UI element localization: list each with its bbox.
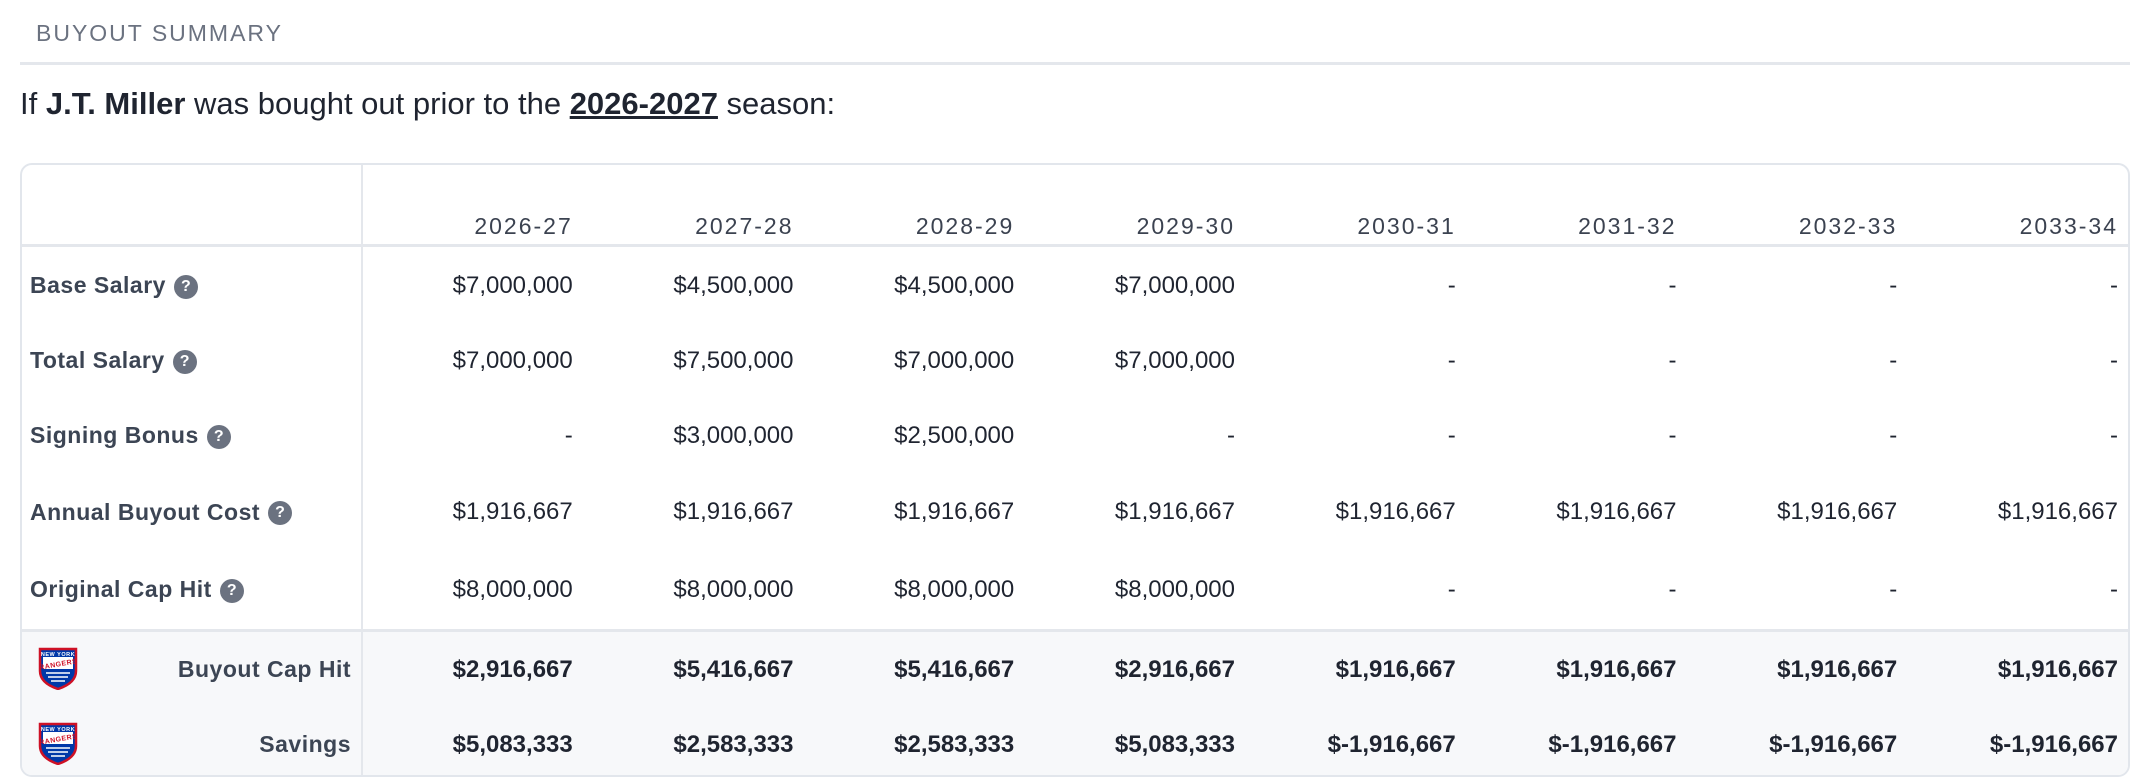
row-label: NEW YORK RANGERS Buyout Cap Hit	[22, 629, 363, 707]
table-cell: $8,000,000	[894, 575, 1015, 603]
section-title: BUYOUT SUMMARY	[36, 20, 283, 46]
table-row: Signing Bonus? - $3,000,000 $2,500,000 -…	[22, 397, 2128, 474]
table-cell: $4,500,000	[673, 271, 794, 299]
player-name: J.T. Miller	[45, 86, 186, 121]
row-label: Total Salary?	[22, 324, 363, 397]
buyout-table-card: 2026-27 2027-28 2028-29 2029-30 2030-31 …	[20, 163, 2130, 777]
table-cell: $7,000,000	[1114, 346, 1235, 374]
table-cell: $1,916,667	[1777, 498, 1898, 525]
table-cell: $1,916,667	[452, 498, 573, 525]
table-cell: $-1,916,667	[1686, 707, 1908, 775]
table-header-row: 2026-27 2027-28 2028-29 2029-30 2030-31 …	[22, 165, 2128, 247]
table-cell: $1,916,667	[1997, 498, 2118, 525]
table-cell: -	[1889, 346, 1898, 374]
table-cell: $-1,916,667	[1465, 707, 1687, 775]
help-icon[interactable]: ?	[173, 274, 198, 299]
table-cell: $3,000,000	[673, 421, 794, 449]
table-cell: -	[1447, 346, 1456, 374]
header-corner	[22, 165, 363, 247]
table-cell: $7,000,000	[894, 346, 1015, 374]
table-cell: -	[1227, 421, 1235, 449]
table-cell: $1,916,667	[1335, 498, 1456, 525]
table-cell: -	[1668, 421, 1677, 449]
table-cell: $8,000,000	[673, 575, 794, 603]
table-cell: $1,916,667	[1907, 629, 2128, 707]
table-cell: -	[2110, 421, 2118, 449]
section-header: BUYOUT SUMMARY	[20, 0, 2130, 65]
year-header: 2027-28	[582, 165, 804, 247]
summary-row-savings: NEW YORK RANGERS Savings $5,083,333 $2,5…	[22, 707, 2128, 775]
svg-text:NEW YORK: NEW YORK	[41, 652, 75, 658]
table-cell: $7,000,000	[452, 271, 573, 299]
table-cell: $-1,916,667	[1907, 707, 2128, 775]
table-cell: -	[1889, 421, 1898, 449]
year-header: 2033-34	[1907, 165, 2128, 247]
table-cell: $5,083,333	[362, 707, 583, 775]
table-cell: -	[2110, 575, 2118, 603]
year-header: 2029-30	[1024, 165, 1245, 247]
table-cell: $-1,916,667	[1245, 707, 1466, 775]
table-cell: -	[1889, 271, 1898, 299]
table-cell: $1,916,667	[673, 498, 794, 525]
row-label: Signing Bonus?	[22, 397, 363, 474]
table-cell: $1,916,667	[1465, 629, 1687, 707]
team-logo: NEW YORK RANGERS	[38, 647, 78, 690]
buyout-table: 2026-27 2027-28 2028-29 2029-30 2030-31 …	[22, 165, 2128, 775]
table-cell: -	[1447, 575, 1456, 603]
row-label: Annual Buyout Cost?	[22, 474, 363, 550]
row-label: Base Salary?	[22, 245, 363, 324]
table-cell: $4,500,000	[894, 271, 1015, 299]
table-cell: $2,583,333	[582, 707, 804, 775]
table-cell: $1,916,667	[1245, 629, 1466, 707]
table-cell: $7,500,000	[673, 346, 794, 374]
table-cell: $1,916,667	[1556, 498, 1677, 525]
row-label: Original Cap Hit?	[22, 550, 363, 631]
year-header: 2030-31	[1245, 165, 1466, 247]
table-cell: -	[2110, 346, 2118, 374]
table-row: Annual Buyout Cost? $1,916,667 $1,916,66…	[22, 474, 2128, 550]
table-cell: -	[1447, 271, 1456, 299]
row-label: NEW YORK RANGERS Savings	[22, 707, 363, 775]
table-cell: $5,416,667	[582, 629, 804, 707]
table-cell: $5,083,333	[1024, 707, 1245, 775]
year-header: 2032-33	[1686, 165, 1908, 247]
help-icon[interactable]: ?	[206, 424, 231, 449]
year-header: 2026-27	[362, 165, 583, 247]
table-cell: $2,500,000	[894, 421, 1015, 449]
table-cell: -	[1447, 421, 1456, 449]
year-header: 2031-32	[1465, 165, 1687, 247]
table-row: Base Salary? $7,000,000 $4,500,000 $4,50…	[22, 245, 2128, 324]
table-cell: $7,000,000	[1114, 271, 1235, 299]
svg-text:NEW YORK: NEW YORK	[41, 727, 75, 733]
table-cell: $8,000,000	[452, 575, 573, 603]
buyout-intro-sentence: If J.T. Miller was bought out prior to t…	[20, 86, 836, 121]
help-icon[interactable]: ?	[219, 578, 244, 603]
table-row: Total Salary? $7,000,000 $7,500,000 $7,0…	[22, 324, 2128, 397]
table-cell: -	[1668, 575, 1677, 603]
table-cell: $2,916,667	[362, 629, 583, 707]
table-cell: $2,916,667	[1024, 629, 1245, 707]
table-cell: $2,583,333	[803, 707, 1025, 775]
table-cell: $8,000,000	[1114, 575, 1235, 603]
table-cell: $1,916,667	[1114, 498, 1235, 525]
help-icon[interactable]: ?	[172, 349, 197, 374]
table-cell: $7,000,000	[452, 346, 573, 374]
season-link[interactable]: 2026-2027	[569, 86, 718, 121]
table-cell: -	[1668, 346, 1677, 374]
table-cell: $1,916,667	[894, 498, 1015, 525]
table-cell: -	[564, 421, 573, 449]
table-cell: $5,416,667	[803, 629, 1025, 707]
table-cell: $1,916,667	[1686, 629, 1908, 707]
table-row: Original Cap Hit? $8,000,000 $8,000,000 …	[22, 550, 2128, 631]
team-logo: NEW YORK RANGERS	[38, 722, 78, 765]
table-cell: -	[1889, 575, 1898, 603]
help-icon[interactable]: ?	[268, 501, 293, 526]
table-cell: -	[1668, 271, 1677, 299]
table-cell: -	[2110, 271, 2118, 299]
summary-row-buyout-cap-hit: NEW YORK RANGERS Buyout Cap Hit $2,916,6…	[22, 629, 2128, 707]
year-header: 2028-29	[803, 165, 1025, 247]
